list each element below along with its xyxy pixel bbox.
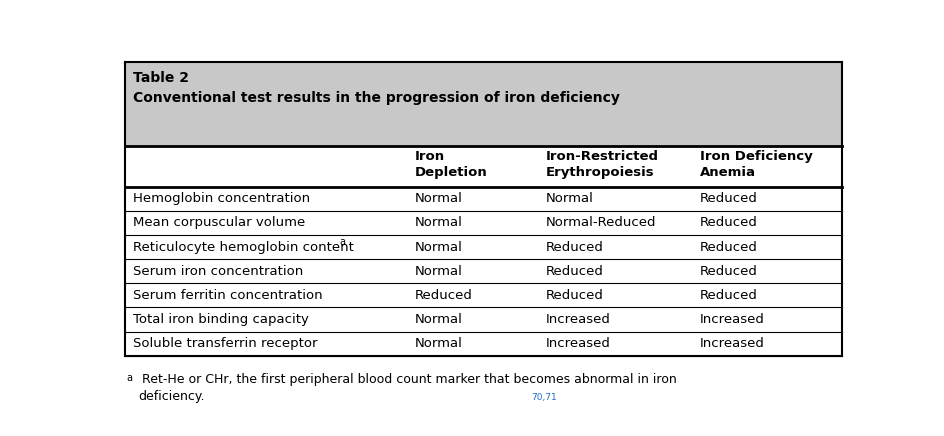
Text: Normal: Normal bbox=[414, 216, 463, 229]
Text: Serum iron concentration: Serum iron concentration bbox=[132, 265, 303, 278]
Text: Reduced: Reduced bbox=[700, 289, 757, 302]
Text: Normal: Normal bbox=[546, 192, 594, 205]
Text: Iron-Restricted
Erythropoiesis: Iron-Restricted Erythropoiesis bbox=[546, 150, 659, 179]
Text: Normal: Normal bbox=[414, 265, 463, 278]
Text: Reduced: Reduced bbox=[700, 265, 757, 278]
Text: Normal: Normal bbox=[414, 192, 463, 205]
Text: Increased: Increased bbox=[546, 313, 611, 326]
Text: Reticulocyte hemoglobin content: Reticulocyte hemoglobin content bbox=[132, 241, 353, 254]
Text: a: a bbox=[126, 373, 133, 383]
Text: Normal: Normal bbox=[414, 337, 463, 350]
Text: a: a bbox=[339, 237, 345, 247]
Text: Reduced: Reduced bbox=[700, 216, 757, 229]
Text: Reduced: Reduced bbox=[700, 241, 757, 254]
Text: Table 2: Table 2 bbox=[132, 71, 189, 85]
Bar bbox=[126, 146, 842, 356]
Text: Reduced: Reduced bbox=[546, 289, 604, 302]
Text: Soluble transferrin receptor: Soluble transferrin receptor bbox=[132, 337, 317, 350]
Text: Normal: Normal bbox=[414, 241, 463, 254]
Text: Reduced: Reduced bbox=[546, 265, 604, 278]
Bar bbox=[126, 62, 842, 146]
Text: Total iron binding capacity: Total iron binding capacity bbox=[132, 313, 309, 326]
Text: Reduced: Reduced bbox=[414, 289, 472, 302]
Text: Mean corpuscular volume: Mean corpuscular volume bbox=[132, 216, 305, 229]
Text: Serum ferritin concentration: Serum ferritin concentration bbox=[132, 289, 322, 302]
Text: Increased: Increased bbox=[546, 337, 611, 350]
Text: Iron Deficiency
Anemia: Iron Deficiency Anemia bbox=[700, 150, 813, 179]
Text: Reduced: Reduced bbox=[700, 192, 757, 205]
Text: Increased: Increased bbox=[700, 337, 765, 350]
Text: Iron
Depletion: Iron Depletion bbox=[414, 150, 487, 179]
Text: 70,71: 70,71 bbox=[531, 393, 557, 402]
Text: Increased: Increased bbox=[700, 313, 765, 326]
Text: Normal: Normal bbox=[414, 313, 463, 326]
Text: Reduced: Reduced bbox=[546, 241, 604, 254]
Text: Ret-He or CHr, the first peripheral blood count marker that becomes abnormal in : Ret-He or CHr, the first peripheral bloo… bbox=[139, 373, 677, 402]
Text: Hemoglobin concentration: Hemoglobin concentration bbox=[132, 192, 310, 205]
Text: Conventional test results in the progression of iron deficiency: Conventional test results in the progres… bbox=[132, 91, 619, 105]
Text: Normal-Reduced: Normal-Reduced bbox=[546, 216, 656, 229]
